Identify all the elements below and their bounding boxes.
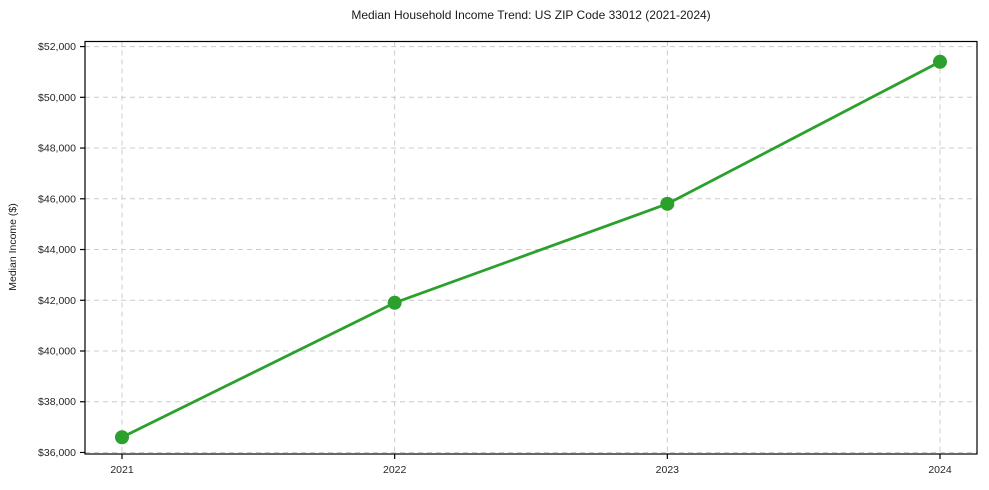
x-tick-label: 2022 xyxy=(383,464,407,476)
y-tick-label: $46,000 xyxy=(38,193,76,205)
data-point xyxy=(933,54,947,69)
y-tick-label: $36,000 xyxy=(38,447,76,459)
data-point xyxy=(387,295,402,310)
y-tick-label: $52,000 xyxy=(38,41,76,53)
x-tick-label: 2023 xyxy=(656,464,680,476)
y-tick-label: $44,000 xyxy=(38,244,76,256)
data-point xyxy=(115,430,129,445)
x-tick-label: 2024 xyxy=(928,464,952,476)
y-tick-label: $42,000 xyxy=(38,295,76,307)
y-tick-label: $40,000 xyxy=(38,346,76,358)
y-tick-label: $38,000 xyxy=(38,396,76,408)
y-tick-label: $50,000 xyxy=(38,92,76,104)
y-tick-label: $48,000 xyxy=(38,143,76,155)
x-tick-label: 2021 xyxy=(110,464,134,476)
data-point xyxy=(660,196,675,211)
chart-title: Median Household Income Trend: US ZIP Co… xyxy=(351,8,711,22)
plot-frame xyxy=(84,40,978,455)
trend-line xyxy=(120,60,942,439)
